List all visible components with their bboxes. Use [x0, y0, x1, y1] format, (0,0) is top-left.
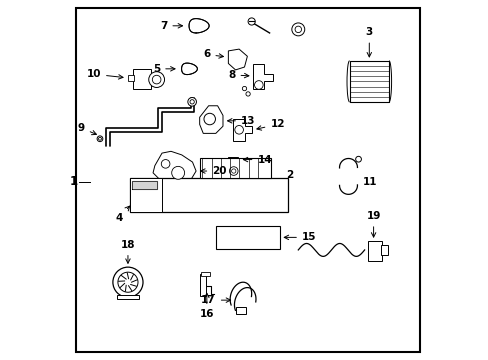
Text: 14: 14: [243, 154, 271, 165]
Polygon shape: [189, 19, 209, 33]
Circle shape: [118, 272, 138, 292]
Text: 19: 19: [366, 211, 380, 237]
Bar: [201, 272, 210, 276]
Circle shape: [294, 26, 301, 33]
Circle shape: [190, 100, 194, 104]
Polygon shape: [181, 63, 197, 75]
Bar: [235, 307, 246, 315]
Circle shape: [152, 75, 161, 84]
Text: 4: 4: [115, 206, 129, 222]
Circle shape: [274, 182, 280, 187]
Circle shape: [272, 179, 282, 189]
Text: 12: 12: [256, 120, 284, 130]
Text: 7: 7: [160, 21, 182, 31]
Circle shape: [247, 18, 255, 25]
Text: 6: 6: [203, 49, 223, 59]
Polygon shape: [131, 181, 156, 189]
Bar: [117, 295, 139, 299]
Circle shape: [187, 98, 196, 106]
Polygon shape: [253, 64, 273, 89]
Circle shape: [229, 167, 238, 175]
Text: 17: 17: [201, 295, 230, 305]
Circle shape: [161, 159, 169, 168]
Text: 13: 13: [227, 116, 255, 126]
Text: 15: 15: [284, 232, 316, 242]
Text: 5: 5: [153, 64, 175, 74]
Text: 2: 2: [286, 170, 293, 180]
Text: 9: 9: [78, 123, 96, 135]
Circle shape: [97, 136, 102, 141]
Bar: [215, 226, 280, 249]
Bar: [227, 157, 238, 167]
Text: 3: 3: [365, 27, 372, 57]
Text: 16: 16: [199, 293, 214, 319]
Circle shape: [113, 267, 142, 297]
Circle shape: [99, 137, 101, 140]
Circle shape: [148, 72, 164, 87]
Bar: [200, 274, 206, 296]
Bar: [129, 178, 287, 212]
Polygon shape: [153, 151, 196, 187]
Circle shape: [254, 81, 263, 89]
Circle shape: [234, 126, 243, 134]
Bar: [367, 241, 381, 261]
Text: 18: 18: [121, 240, 135, 263]
Text: 1: 1: [70, 175, 78, 188]
Circle shape: [231, 169, 235, 173]
Text: 8: 8: [228, 70, 248, 80]
Circle shape: [245, 92, 250, 96]
Bar: [133, 69, 151, 89]
Polygon shape: [199, 106, 223, 134]
Circle shape: [203, 113, 215, 125]
Circle shape: [291, 23, 304, 36]
Bar: [349, 61, 388, 102]
Circle shape: [171, 166, 184, 179]
Bar: [380, 244, 387, 255]
Polygon shape: [232, 119, 252, 140]
Bar: [128, 75, 133, 81]
Polygon shape: [228, 49, 247, 70]
Bar: [129, 178, 162, 212]
Text: 10: 10: [86, 69, 123, 79]
Circle shape: [355, 156, 361, 162]
Circle shape: [242, 86, 246, 91]
Text: 20: 20: [200, 166, 226, 176]
Text: 11: 11: [362, 177, 377, 187]
Bar: [199, 158, 271, 178]
